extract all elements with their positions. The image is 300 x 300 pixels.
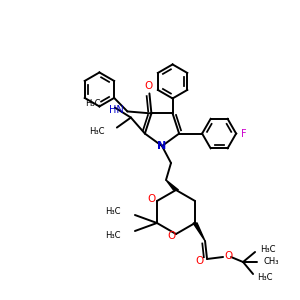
Text: O: O <box>195 256 203 266</box>
Text: F: F <box>241 129 247 139</box>
Text: H₃C: H₃C <box>105 206 121 215</box>
Text: H₃C: H₃C <box>89 127 105 136</box>
Text: O: O <box>144 81 152 92</box>
Text: O: O <box>148 194 156 204</box>
Text: H₃C: H₃C <box>105 230 121 239</box>
Text: H₃C: H₃C <box>257 274 273 283</box>
Text: HN: HN <box>109 105 123 116</box>
Polygon shape <box>166 180 178 190</box>
Text: O: O <box>167 231 175 241</box>
Text: O: O <box>224 251 232 261</box>
Text: H₃C: H₃C <box>85 99 101 108</box>
Text: H₃C: H₃C <box>260 244 276 253</box>
Text: N: N <box>158 141 166 151</box>
Polygon shape <box>193 223 205 241</box>
Text: CH₃: CH₃ <box>263 257 279 266</box>
